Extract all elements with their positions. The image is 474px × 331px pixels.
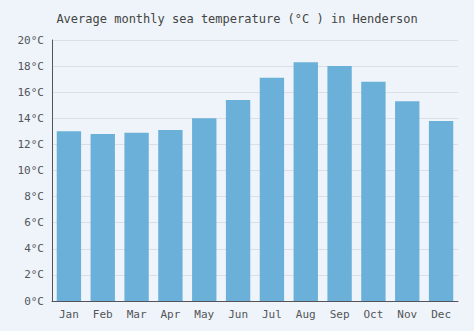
svg-text:Average monthly sea temperatur: Average monthly sea temperature (°C ) in… <box>56 12 417 26</box>
svg-text:12°C: 12°C <box>18 138 45 151</box>
svg-text:Aug: Aug <box>296 308 316 321</box>
svg-text:0°C: 0°C <box>24 295 44 308</box>
svg-text:Jul: Jul <box>262 308 282 321</box>
svg-text:18°C: 18°C <box>18 60 45 73</box>
svg-text:16°C: 16°C <box>18 86 45 99</box>
svg-text:4°C: 4°C <box>24 242 44 255</box>
svg-text:Jun: Jun <box>228 308 248 321</box>
svg-text:May: May <box>194 308 214 321</box>
svg-text:Jan: Jan <box>59 308 79 321</box>
svg-text:Mar: Mar <box>127 308 147 321</box>
svg-text:Nov: Nov <box>397 308 417 321</box>
svg-text:Oct: Oct <box>363 308 383 321</box>
svg-text:6°C: 6°C <box>24 216 44 229</box>
svg-text:Sep: Sep <box>330 308 350 321</box>
svg-text:14°C: 14°C <box>18 112 45 125</box>
svg-text:8°C: 8°C <box>24 190 44 203</box>
svg-text:Feb: Feb <box>93 308 113 321</box>
svg-text:2°C: 2°C <box>24 268 44 281</box>
svg-text:Dec: Dec <box>431 308 451 321</box>
svg-text:10°C: 10°C <box>18 164 45 177</box>
svg-text:Apr: Apr <box>160 308 180 321</box>
svg-text:20°C: 20°C <box>18 34 45 47</box>
